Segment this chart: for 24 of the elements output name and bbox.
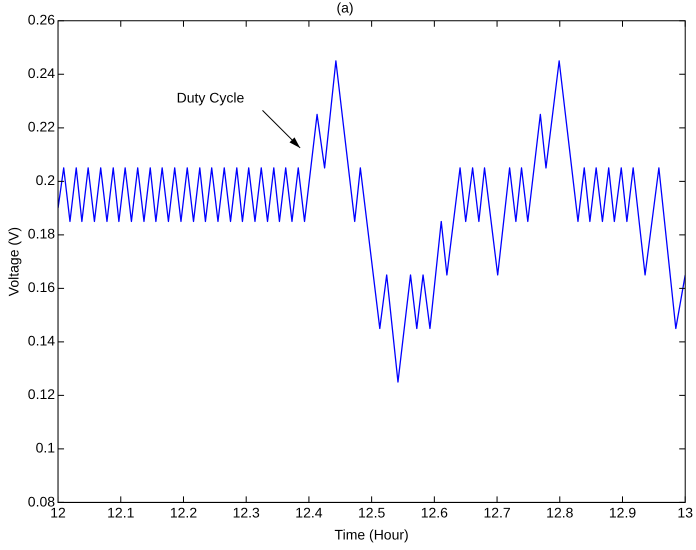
x-tick-label: 12.6 <box>420 504 448 521</box>
y-tick-label: 0.1 <box>36 440 56 456</box>
y-tick-label: 0.14 <box>28 332 56 349</box>
x-tick-label: 12.5 <box>358 504 386 521</box>
x-tick-label: 12.1 <box>107 504 135 521</box>
x-tick-label: 13 <box>677 504 694 521</box>
y-tick-label: 0.2 <box>36 172 56 188</box>
y-tick-label: 0.18 <box>28 226 56 242</box>
y-tick-label: 0.26 <box>28 12 56 28</box>
x-tick-label: 12.2 <box>170 504 198 521</box>
x-tick-label: 12.7 <box>483 504 511 521</box>
x-tick-label: 12.9 <box>608 504 636 521</box>
y-axis-title: Voltage (V) <box>5 226 22 296</box>
x-axis-title: Time (Hour) <box>334 526 409 542</box>
x-tick-label: 12.3 <box>232 504 260 521</box>
y-tick-label: 0.12 <box>28 386 56 402</box>
x-tick-label: 12.8 <box>546 504 574 521</box>
annotation: Duty Cycle <box>176 90 244 106</box>
y-tick-label: 0.22 <box>28 118 56 135</box>
x-tick-label: 12.4 <box>295 504 323 521</box>
chart-title: (a) <box>336 0 354 16</box>
y-tick-label: 0.24 <box>28 65 56 82</box>
y-tick-label: 0.08 <box>28 493 56 510</box>
y-tick-label: 0.16 <box>28 279 56 296</box>
